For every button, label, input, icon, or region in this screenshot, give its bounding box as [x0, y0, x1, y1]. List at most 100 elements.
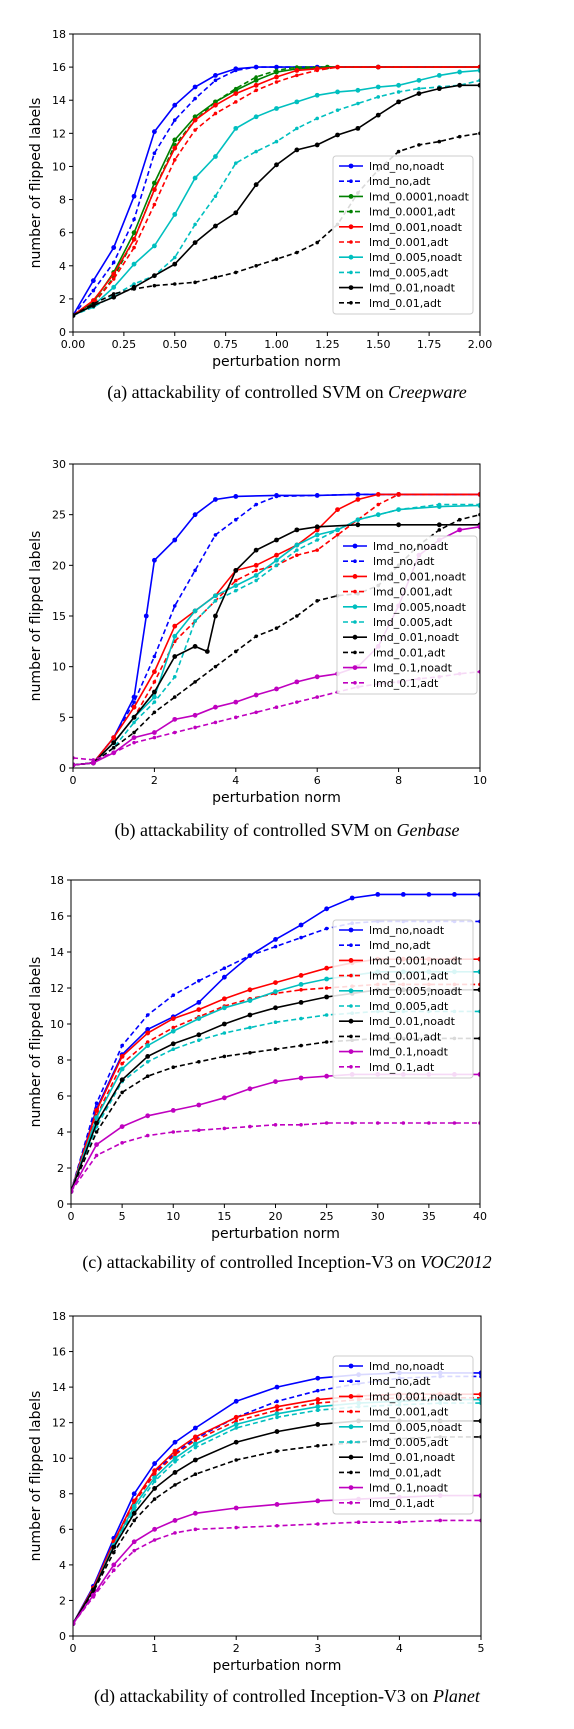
legend-marker	[349, 209, 353, 214]
data-point	[193, 1425, 198, 1431]
data-point	[247, 987, 253, 993]
data-point	[233, 1505, 239, 1511]
data-point	[233, 125, 239, 131]
data-point	[234, 68, 238, 73]
data-point	[152, 1461, 158, 1466]
data-point	[314, 142, 320, 148]
y-tick-label: 12	[52, 1417, 66, 1430]
data-point	[213, 102, 218, 108]
data-point	[171, 993, 176, 997]
y-axis-label: number of flipped labels	[28, 957, 44, 1128]
data-point	[477, 82, 480, 88]
data-point	[316, 1401, 320, 1405]
data-point	[131, 704, 137, 710]
data-point	[375, 84, 381, 90]
legend-label: lmd_0.1,noadt	[369, 1046, 449, 1059]
y-tick-label: 15	[52, 610, 66, 623]
data-point	[253, 182, 259, 188]
data-point	[452, 892, 457, 897]
legend-label: lmd_no,noadt	[369, 160, 445, 173]
data-point	[273, 944, 278, 949]
data-point	[111, 1562, 117, 1568]
data-point	[436, 522, 442, 528]
legend-marker	[353, 559, 357, 563]
data-point	[193, 725, 197, 730]
plot-area	[73, 64, 480, 318]
data-point	[427, 1121, 431, 1125]
legend-marker	[348, 1485, 354, 1490]
data-point	[119, 1077, 125, 1083]
data-point	[417, 143, 421, 147]
data-point	[152, 180, 157, 186]
data-point	[350, 1121, 354, 1125]
legend-marker	[349, 1004, 353, 1008]
data-point	[193, 619, 197, 623]
data-point	[477, 524, 480, 530]
data-point	[120, 1043, 124, 1048]
data-point	[91, 758, 96, 762]
legend: lmd_no,noadt lmd_no,adt lmd_0.001,noadtlmd…	[332, 1355, 474, 1515]
data-point	[213, 78, 218, 83]
data-point	[221, 996, 227, 1002]
data-point	[356, 492, 360, 497]
data-point	[152, 654, 157, 659]
data-point	[315, 1422, 321, 1427]
data-point	[234, 1525, 238, 1530]
data-point	[248, 953, 252, 958]
data-point	[233, 494, 239, 499]
data-point	[192, 512, 198, 518]
data-point	[213, 72, 218, 78]
data-point	[131, 261, 137, 267]
data-point	[213, 664, 218, 669]
data-point	[234, 270, 238, 275]
data-point	[173, 1531, 177, 1535]
y-tick-label: 6	[57, 1090, 64, 1103]
data-point	[274, 1429, 280, 1434]
y-tick-label: 0	[59, 326, 66, 339]
data-point	[396, 99, 401, 105]
legend-label: lmd_0.01,adt	[369, 1030, 442, 1043]
chart-a: 0.00 0.25 0.50 0.75 1.00 1.25 1.50 1.75 2.00 0 2 4 6…	[28, 28, 492, 370]
x-tick-label: 1.00	[264, 338, 289, 351]
data-point	[197, 979, 201, 983]
y-tick-label: 2	[59, 1594, 66, 1607]
data-point	[396, 82, 401, 88]
data-point	[295, 65, 299, 69]
y-tick-label: 16	[50, 910, 64, 923]
data-point	[376, 95, 381, 99]
data-point	[192, 644, 198, 649]
y-tick-label: 10	[52, 1452, 66, 1465]
data-point	[90, 278, 96, 284]
y-tick-label: 12	[52, 127, 66, 140]
y-tick-label: 8	[57, 1054, 64, 1067]
x-tick-label: 8	[395, 774, 402, 787]
data-point	[193, 280, 197, 285]
x-tick-label: 15	[217, 1210, 231, 1223]
legend-label: lmd_0.1,adt	[369, 1061, 435, 1074]
data-point	[213, 613, 218, 619]
data-point	[193, 1457, 198, 1463]
data-point	[477, 987, 480, 993]
y-tick-label: 16	[52, 61, 66, 74]
data-point	[274, 552, 279, 558]
data-point	[275, 1399, 279, 1404]
y-tick-label: 2	[57, 1162, 64, 1175]
legend-label: lmd_0.001,noadt	[369, 954, 463, 967]
data-point	[170, 1041, 176, 1047]
data-point	[416, 77, 422, 83]
legend-label: lmd_0.001,adt	[369, 970, 449, 983]
data-point	[247, 1086, 253, 1092]
x-tick-label: 0.25	[112, 338, 137, 351]
data-point	[335, 108, 340, 112]
data-point	[314, 532, 320, 538]
data-point	[213, 194, 218, 199]
data-point	[253, 562, 259, 568]
legend-label: lmd_no,adt	[369, 1375, 431, 1388]
data-point	[335, 89, 340, 95]
legend-label: lmd_0.1,noadt	[373, 662, 453, 675]
data-point	[173, 1452, 177, 1457]
data-point	[324, 965, 330, 971]
data-point	[273, 980, 278, 985]
y-tick-label: 20	[52, 559, 66, 572]
y-tick-label: 14	[50, 946, 64, 959]
